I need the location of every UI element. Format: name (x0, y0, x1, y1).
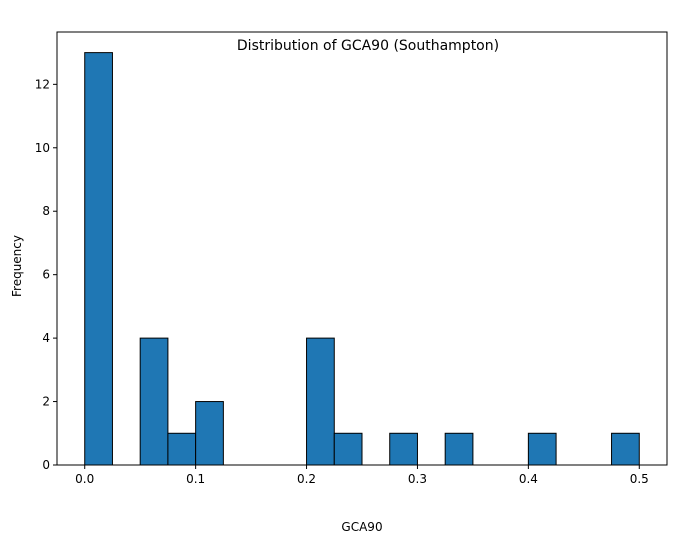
histogram-bar (333, 432, 363, 466)
y-tick-label: 6 (42, 268, 50, 282)
histogram-bar (611, 432, 640, 466)
y-tick-label: 10 (35, 141, 50, 155)
plot-frame (56, 31, 668, 466)
x-tick-label: 0.1 (186, 472, 205, 486)
histogram-bar (444, 432, 474, 466)
x-tick-label: 0.2 (297, 472, 316, 486)
x-tick-label: 0.0 (75, 472, 94, 486)
bars-group (84, 52, 640, 466)
y-tick-label: 4 (42, 331, 50, 345)
x-tick-label: 0.4 (519, 472, 538, 486)
x-tick-label: 0.3 (408, 472, 427, 486)
x-axis-ticks: 0.0 0.1 0.2 0.3 0.4 0.5 (75, 465, 649, 486)
histogram-bar (389, 432, 418, 466)
chart-title: Distribution of GCA90 (Southampton) (237, 38, 499, 54)
x-tick-label: 0.5 (630, 472, 649, 486)
histogram-bar (84, 52, 113, 466)
y-axis-ticks: 0 2 4 6 8 10 12 (35, 77, 57, 472)
histogram-bar (195, 401, 224, 466)
y-tick-label: 0 (42, 458, 50, 472)
y-tick-label: 2 (42, 395, 50, 409)
histogram-bar (139, 337, 169, 466)
histogram-bar (167, 432, 197, 466)
x-axis-label: GCA90 (341, 520, 382, 534)
y-axis-label: Frequency (10, 235, 24, 297)
histogram-bar (306, 337, 335, 466)
histogram-bar (527, 432, 557, 466)
y-tick-label: 8 (42, 204, 50, 218)
y-tick-label: 12 (35, 77, 50, 91)
